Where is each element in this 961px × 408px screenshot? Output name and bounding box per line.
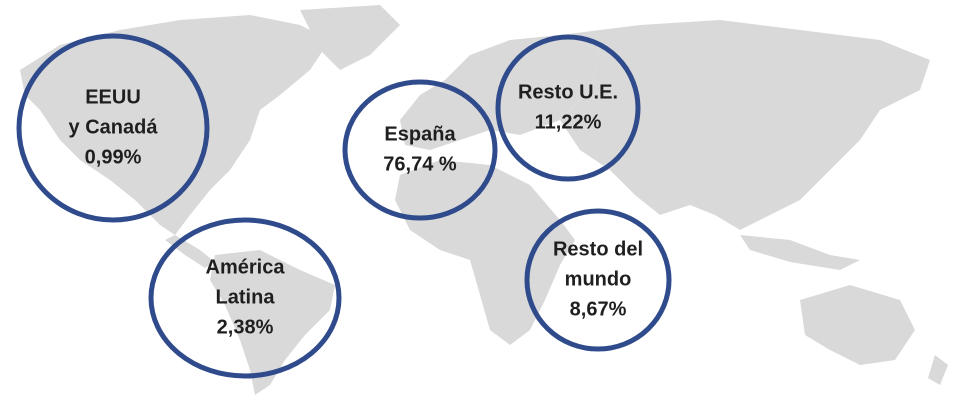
region-share: 11,22% [535,111,602,133]
region-share: 0,99% [85,146,142,168]
region-name: España [384,123,456,145]
region-share: 8,67% [570,298,627,320]
region-circle [342,79,498,221]
australia [800,285,915,365]
region-circle [524,208,672,352]
region-name: América [206,256,286,278]
asia [560,20,930,230]
south-america [210,250,335,395]
region-circle [495,34,641,182]
region-circle [16,33,210,223]
landmasses [20,5,948,395]
region-name: Resto U.E. [518,81,618,103]
region-circle [148,217,342,379]
southeast-asia [740,235,860,270]
region-name: Resto del [553,238,643,260]
region-name: mundo [565,268,632,290]
region-name: Latina [216,286,276,308]
new-zealand [928,355,948,385]
region-share: 76,74 % [383,153,457,175]
region-share: 2,38% [217,316,274,338]
region-name: EEUU [85,86,141,108]
north-america [20,15,330,235]
region-name: y Canadá [69,116,159,138]
greenland [300,5,400,70]
